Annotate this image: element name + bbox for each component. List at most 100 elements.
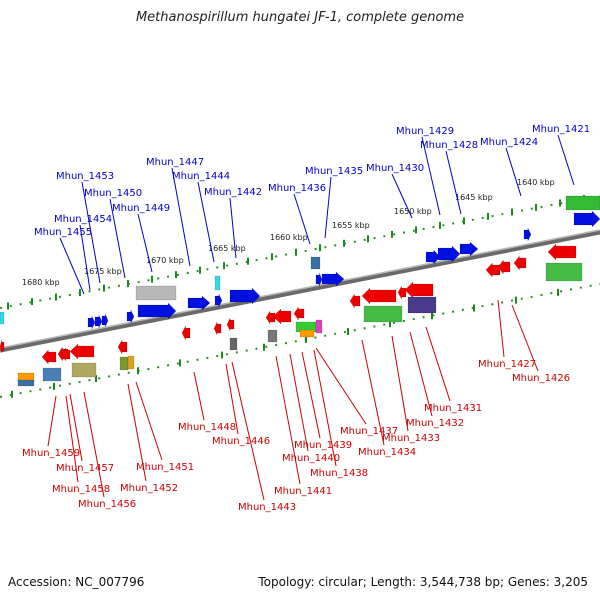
gene-block xyxy=(0,311,5,325)
scale-label: 1675 kbp xyxy=(84,267,122,276)
lower-scale-line xyxy=(0,283,600,398)
reverse-gene-arrow xyxy=(349,293,361,309)
leader-line xyxy=(275,355,301,485)
gene-label-reverse: Mhun_1433 xyxy=(382,433,440,444)
scale-label: 1660 kbp xyxy=(270,233,308,242)
forward-gene-arrow xyxy=(214,293,223,308)
gene-label-forward: Mhun_1424 xyxy=(480,137,538,148)
gene-label-forward: Mhun_1429 xyxy=(396,126,454,137)
gene-block xyxy=(310,256,321,270)
gene-block xyxy=(363,305,403,323)
leader-line xyxy=(81,181,101,284)
gene-label-forward: Mhun_1449 xyxy=(112,203,170,214)
gene-label-reverse: Mhun_1432 xyxy=(406,418,464,429)
accession-label: Accession: NC_007796 xyxy=(8,575,145,589)
gene-label-forward: Mhun_1454 xyxy=(54,214,112,225)
reverse-gene-arrow xyxy=(293,306,305,321)
forward-gene-arrow xyxy=(94,314,103,329)
gene-block xyxy=(42,367,62,382)
gene-block xyxy=(299,329,315,338)
forward-gene-arrow xyxy=(126,309,135,324)
reverse-gene-arrow xyxy=(41,349,57,365)
genome-backbone xyxy=(0,229,600,353)
gene-block xyxy=(214,275,221,291)
forward-gene-arrow xyxy=(315,272,323,287)
gene-label-forward: Mhun_1447 xyxy=(146,157,204,168)
leader-line xyxy=(79,224,91,291)
leader-line xyxy=(315,347,367,425)
leader-line xyxy=(293,193,311,245)
gene-label-reverse: Mhun_1437 xyxy=(340,426,398,437)
gene-label-forward: Mhun_1455 xyxy=(34,227,92,238)
gene-label-forward: Mhun_1436 xyxy=(268,183,326,194)
reverse-gene-arrow xyxy=(117,339,128,355)
leader-line xyxy=(69,393,83,462)
gene-label-reverse: Mhun_1439 xyxy=(294,440,352,451)
forward-gene-arrow xyxy=(437,245,461,263)
gene-block xyxy=(71,362,97,378)
leader-line xyxy=(301,351,321,439)
leader-line xyxy=(409,331,433,417)
upper-scale-line xyxy=(0,195,600,309)
gene-label-forward: Mhun_1430 xyxy=(366,163,424,174)
gene-label-forward: Mhun_1428 xyxy=(420,140,478,151)
scale-label: 1655 kbp xyxy=(332,221,370,230)
gene-block xyxy=(135,285,177,301)
forward-gene-arrow xyxy=(573,210,600,228)
map-title: Methanospirillum hungatei JF-1, complete… xyxy=(135,10,465,25)
gene-block xyxy=(315,319,323,334)
scale-label: 1680 kbp xyxy=(22,278,60,287)
scale-label: 1665 kbp xyxy=(208,244,246,253)
forward-gene-arrow xyxy=(101,313,109,328)
leader-line xyxy=(135,381,163,461)
gene-label-forward: Mhun_1453 xyxy=(56,171,114,182)
gene-block xyxy=(407,296,437,314)
leader-line xyxy=(497,299,505,358)
gene-label-forward: Mhun_1442 xyxy=(204,187,262,198)
gene-block xyxy=(545,262,583,282)
gene-label-reverse: Mhun_1438 xyxy=(310,468,368,479)
scale-label: 1640 kbp xyxy=(517,178,555,187)
leader-line xyxy=(109,198,126,279)
forward-gene-arrow xyxy=(137,302,177,320)
scale-label: 1670 kbp xyxy=(146,256,184,265)
leader-line xyxy=(313,349,337,467)
topology-label: Topology: circular; Length: 3,544,738 bp… xyxy=(258,575,588,589)
gene-label-forward: Mhun_1444 xyxy=(172,171,230,182)
reverse-gene-arrow xyxy=(0,339,5,354)
leader-line xyxy=(557,134,575,186)
gene-label-forward: Mhun_1435 xyxy=(305,166,363,177)
gene-label-reverse: Mhun_1452 xyxy=(120,483,178,494)
gene-label-reverse: Mhun_1441 xyxy=(274,486,332,497)
scale-label: 1645 kbp xyxy=(455,193,493,202)
gene-label-reverse: Mhun_1426 xyxy=(512,373,570,384)
forward-gene-arrow xyxy=(229,287,261,305)
gene-block xyxy=(17,379,35,387)
gene-block xyxy=(229,337,238,351)
gene-label-reverse: Mhun_1443 xyxy=(238,502,296,513)
reverse-gene-arrow xyxy=(485,262,501,278)
gene-label-reverse: Mhun_1440 xyxy=(282,453,340,464)
forward-gene-arrow xyxy=(87,315,96,330)
gene-label-forward: Mhun_1450 xyxy=(84,188,142,199)
forward-gene-arrow xyxy=(321,271,345,287)
reverse-gene-arrow xyxy=(181,325,191,341)
leader-line xyxy=(229,197,237,259)
leader-line xyxy=(193,371,205,421)
leader-line xyxy=(137,213,153,273)
leader-line xyxy=(83,391,105,498)
forward-gene-arrow xyxy=(187,295,211,311)
leader-line xyxy=(225,363,239,435)
forward-gene-arrow xyxy=(459,241,479,257)
leader-line xyxy=(445,150,462,215)
forward-gene-arrow xyxy=(425,249,441,265)
reverse-gene-arrow xyxy=(213,321,222,336)
gene-label-forward: Mhun_1421 xyxy=(532,124,590,135)
reverse-gene-arrow xyxy=(226,317,235,332)
gene-label-reverse: Mhun_1434 xyxy=(358,447,416,458)
leader-line xyxy=(171,167,191,267)
gene-label-reverse: Mhun_1451 xyxy=(136,462,194,473)
gene-label-reverse: Mhun_1456 xyxy=(78,499,136,510)
gene-block xyxy=(267,329,278,343)
reverse-gene-arrow xyxy=(547,243,577,261)
